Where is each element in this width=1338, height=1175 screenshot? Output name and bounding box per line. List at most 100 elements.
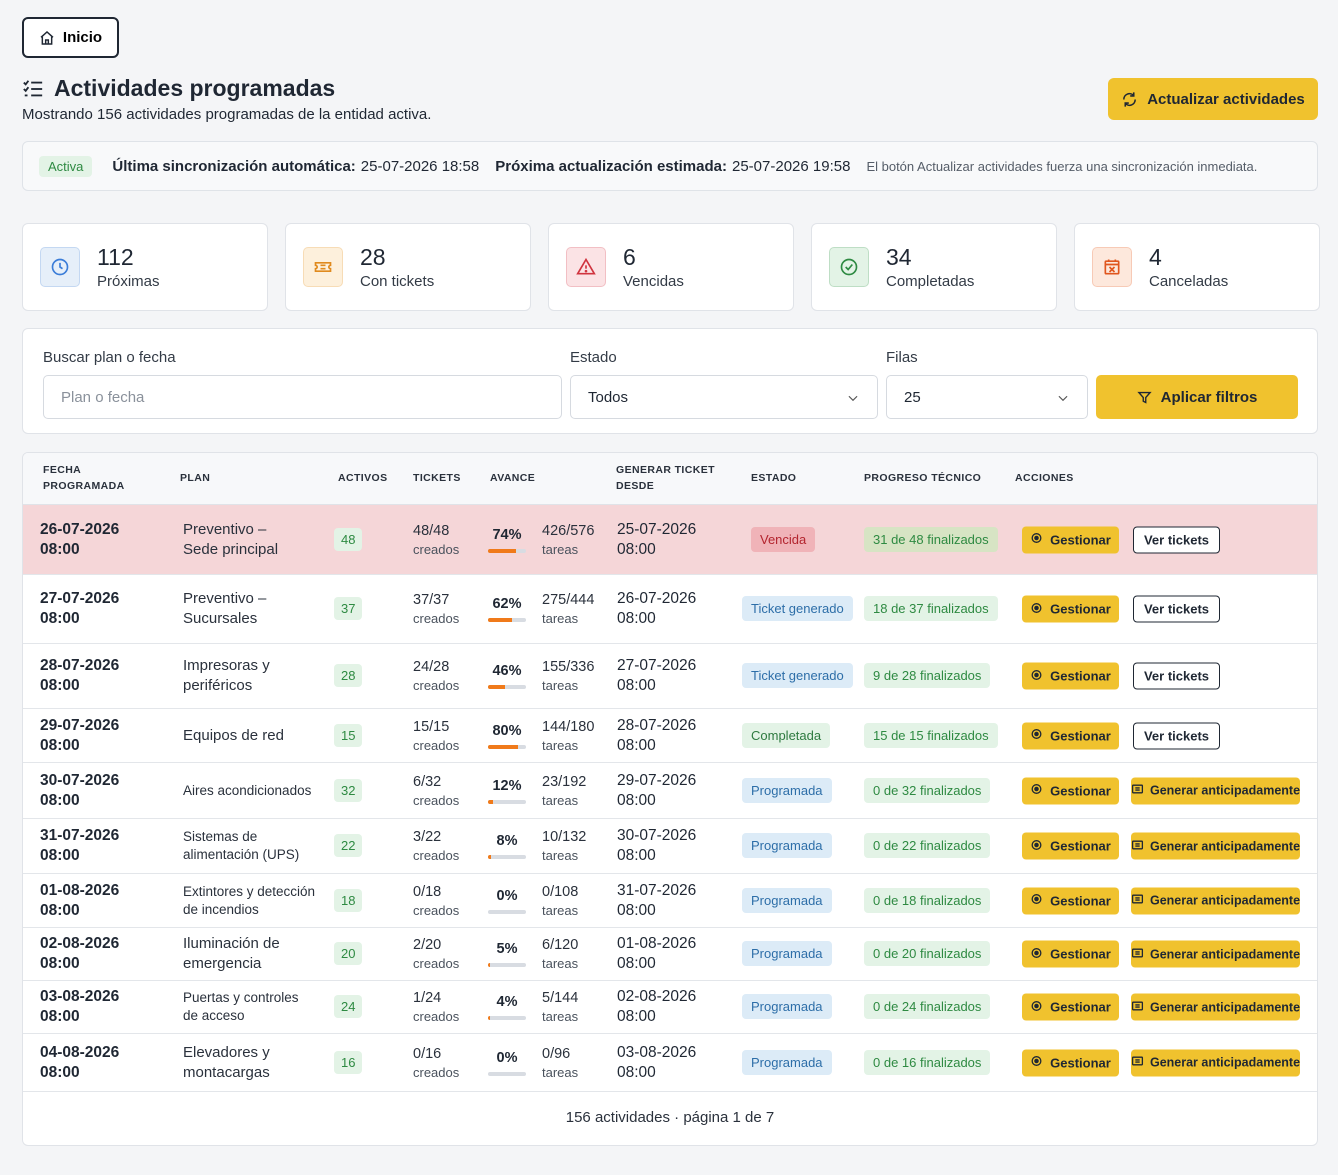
tasks-count: 5/144 (542, 990, 579, 1006)
view-tickets-label: Ver tickets (1143, 668, 1210, 684)
tech-progress-badge: 0 de 24 finalizados (864, 994, 991, 1019)
column-header[interactable]: GENERAR TICKET DESDE (616, 464, 715, 492)
tasks-label: tareas (542, 678, 579, 693)
ticket-icon (303, 247, 343, 287)
secondary-action-cell: Generar anticipadamente (1131, 777, 1300, 804)
generate-early-button[interactable]: Generar anticipadamente (1131, 777, 1300, 804)
scheduled-date: 02-08-2026 08:00 (40, 934, 119, 974)
page-header: Actividades programadas (22, 75, 335, 102)
search-label: Buscar plan o fecha (43, 349, 176, 366)
tech-progress-cell: 18 de 37 finalizados (864, 596, 998, 621)
stats-row: 112 Próximas 28 Con tickets 6 Vencidas 3… (22, 223, 1320, 311)
generate-early-button[interactable]: Generar anticipadamente (1131, 887, 1300, 914)
manage-button[interactable]: Gestionar (1022, 940, 1119, 968)
view-tickets-button[interactable]: Ver tickets (1133, 595, 1220, 623)
view-tickets-button[interactable]: Ver tickets (1133, 526, 1220, 553)
manage-button[interactable]: Gestionar (1022, 722, 1119, 749)
tech-progress-badge: 31 de 48 finalizados (864, 526, 998, 552)
plan-line: de acceso (183, 1008, 245, 1023)
manage-button[interactable]: Gestionar (1022, 993, 1119, 1021)
tasks-count: 426/576 (542, 522, 595, 539)
column-header[interactable]: PLAN (180, 472, 211, 484)
home-button[interactable]: Inicio (22, 17, 119, 58)
status-select-value: Todos (588, 388, 629, 406)
table-row: 29-07-2026 08:00 Equipos de red 15 15/15… (23, 709, 1317, 763)
secondary-action-cell: Generar anticipadamente (1131, 940, 1301, 968)
tasks-count: 144/180 (542, 718, 595, 735)
view-tickets-button[interactable]: Ver tickets (1133, 722, 1220, 749)
progress-percent: 5% (496, 941, 518, 957)
generate-from-time: 08:00 (617, 736, 656, 754)
manage-button[interactable]: Gestionar (1022, 526, 1119, 553)
status-select[interactable]: Todos (570, 375, 878, 419)
view-tickets-button[interactable]: Ver tickets (1133, 662, 1220, 690)
tasks-label: tareas (542, 902, 579, 918)
progress-bar (488, 618, 526, 622)
tasks-count: 23/192 (542, 773, 587, 790)
generate-early-button[interactable]: Generar anticipadamente (1131, 1049, 1300, 1076)
assets-count: 18 (334, 888, 363, 912)
apply-filters-button[interactable]: Aplicar filtros (1096, 375, 1298, 419)
column-header[interactable]: FECHA PROGRAMADA (43, 464, 125, 492)
generate-early-button[interactable]: Generar anticipadamente (1131, 993, 1300, 1021)
plan-line: alimentación (UPS) (183, 847, 300, 862)
column-header[interactable]: AVANCE (490, 472, 536, 484)
refresh-activities-button[interactable]: Actualizar actividades (1108, 78, 1318, 120)
table-row: 02-08-2026 08:00 Iluminación de emergenci… (23, 928, 1317, 981)
tasks-cell: 144/180 tareas (542, 718, 594, 754)
manage-button[interactable]: Gestionar (1022, 595, 1119, 623)
home-icon (40, 30, 54, 45)
plan-line: Impresoras y (183, 657, 270, 674)
secondary-action-cell: Ver tickets (1133, 722, 1220, 749)
manage-button[interactable]: Gestionar (1022, 777, 1119, 804)
stat-card-vencidas: 6 Vencidas (548, 223, 794, 311)
manage-button[interactable]: Gestionar (1022, 832, 1119, 860)
column-header[interactable]: ESTADO (751, 472, 797, 484)
assets-count: 37 (334, 597, 363, 620)
tasks-cell: 10/132 tareas (542, 828, 586, 864)
manage-button[interactable]: Gestionar (1022, 887, 1119, 914)
manage-button[interactable]: Gestionar (1022, 1049, 1119, 1076)
sync-note: El botón Actualizar actividades fuerza u… (866, 158, 1258, 174)
column-header[interactable]: TICKETS (413, 472, 461, 484)
table-row: 03-08-2026 08:00 Puertas y controles de a… (23, 981, 1317, 1034)
plan-line: Iluminación de (183, 935, 280, 952)
progress-bar (488, 744, 526, 749)
eye-icon (1030, 668, 1043, 684)
column-header[interactable]: ACCIONES (1015, 472, 1074, 484)
generate-from-time: 08:00 (617, 955, 656, 972)
tasks-label: tareas (542, 611, 579, 626)
column-header[interactable]: PROGRESO TÉCNICO (864, 472, 982, 484)
tickets-created-label: creados (413, 678, 460, 693)
tasks-label: tareas (542, 541, 579, 557)
plan-name: Elevadores y montacargas (183, 1043, 270, 1083)
manage-button[interactable]: Gestionar (1022, 662, 1119, 690)
status-cell: Programada (742, 887, 832, 913)
column-header[interactable]: ACTIVOS (338, 472, 388, 484)
tech-progress-cell: 0 de 32 finalizados (864, 777, 991, 803)
plan-line: Sistemas de (183, 829, 258, 844)
plan-line: Equipos de red (183, 726, 284, 744)
home-label: Inicio (62, 29, 103, 46)
plan-name: Impresoras y periféricos (183, 656, 270, 696)
generate-from-day: 26-07-2026 (617, 590, 697, 607)
plan-line: Preventivo – (183, 520, 267, 538)
tickets-cell: 6/32 creados (413, 773, 459, 809)
generate-label: Generar anticipadamente (1149, 947, 1301, 961)
rows-select[interactable]: 25 (886, 375, 1088, 419)
generate-early-button[interactable]: Generar anticipadamente (1131, 832, 1300, 860)
search-input[interactable]: Plan o fecha (43, 375, 562, 419)
progress-bar (488, 1016, 526, 1020)
generate-early-button[interactable]: Generar anticipadamente (1131, 940, 1301, 968)
generate-icon (1131, 838, 1144, 854)
scheduled-date-day: 31-07-2026 (40, 827, 120, 844)
page-subtitle: Mostrando 156 actividades programadas de… (22, 106, 432, 123)
scheduled-date-day: 04-08-2026 (40, 1043, 120, 1061)
status-badge: Programada (742, 941, 832, 966)
generate-from-day: 03-08-2026 (617, 1043, 697, 1061)
scheduled-date-time: 08:00 (40, 1008, 80, 1025)
status-filter-label: Estado (570, 349, 617, 366)
tasks-cell: 0/96 tareas (542, 1045, 578, 1081)
tech-progress-badge: 15 de 15 finalizados (864, 722, 998, 748)
manage-label: Gestionar (1050, 999, 1111, 1015)
